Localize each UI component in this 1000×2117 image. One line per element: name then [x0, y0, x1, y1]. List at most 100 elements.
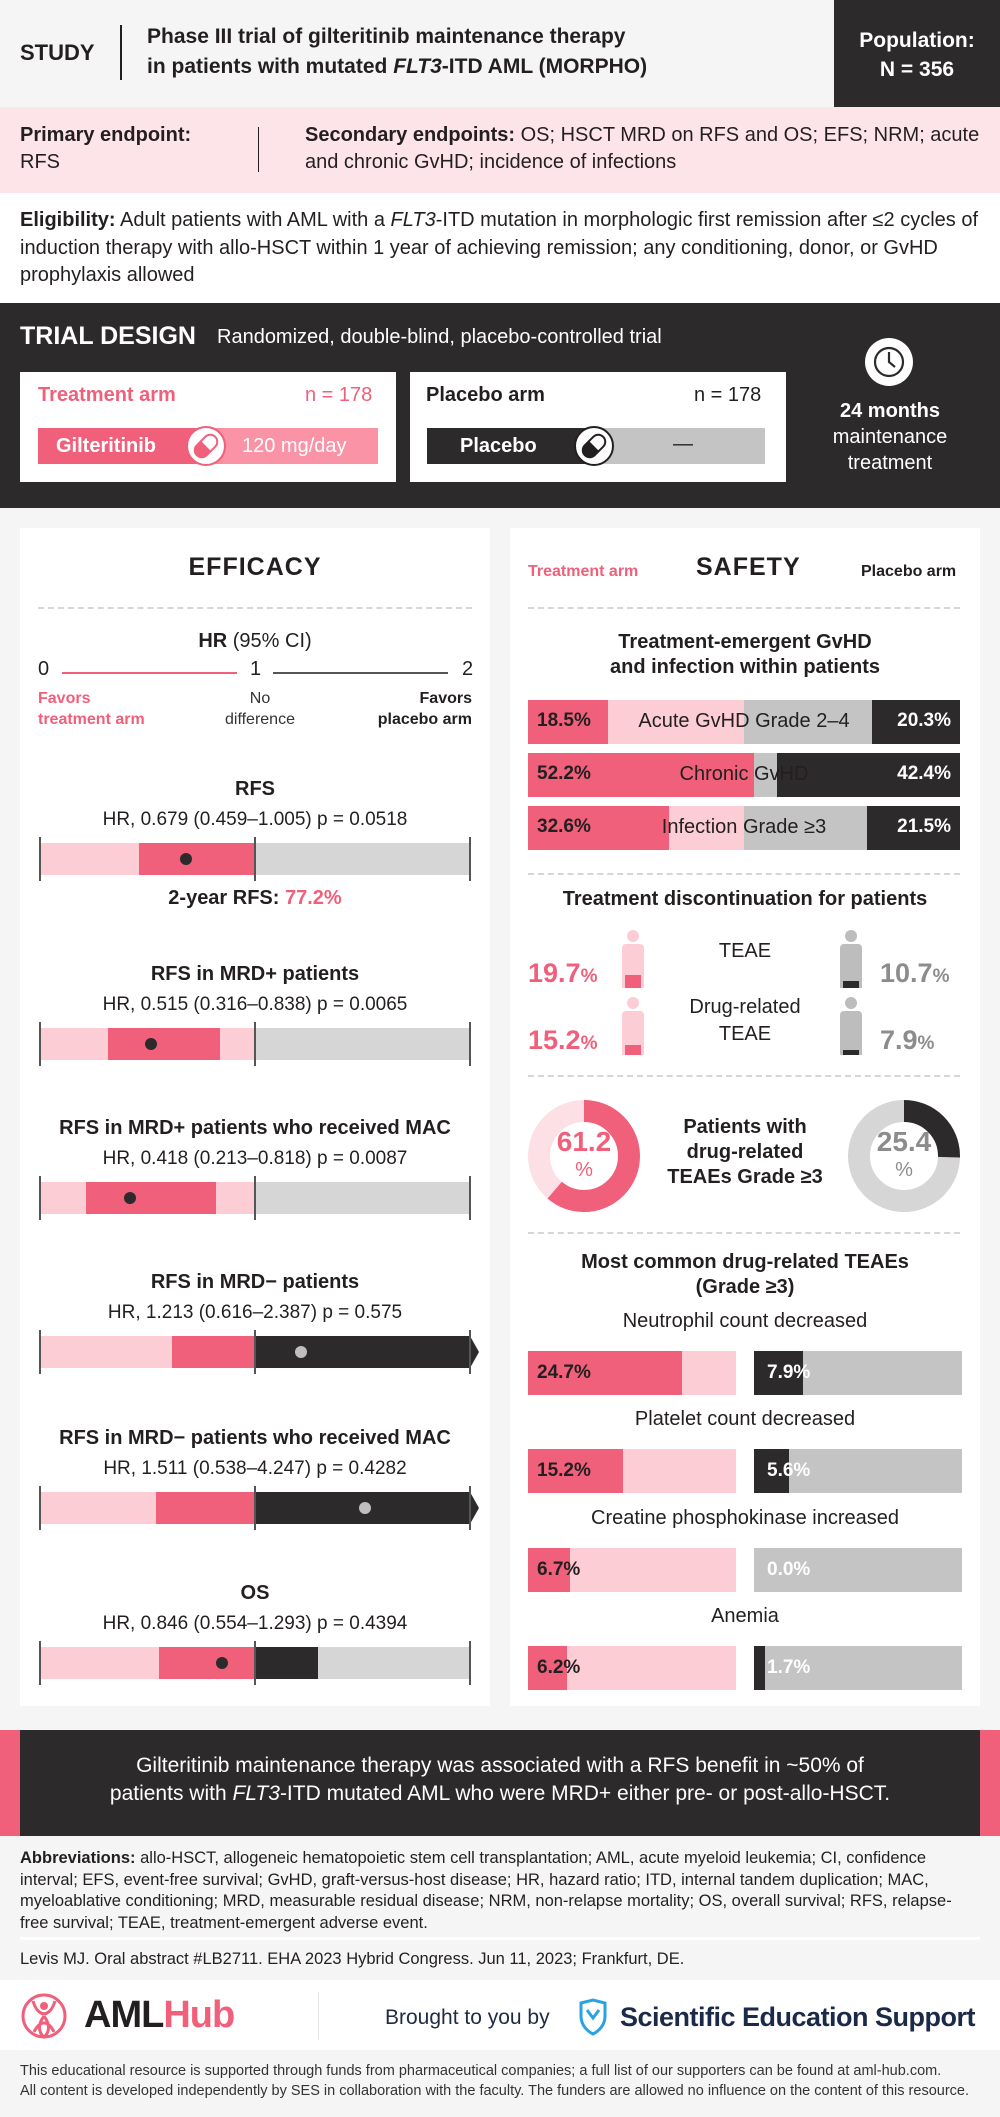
clock-icon	[865, 338, 913, 386]
treatment-arm-label: Treatment arm	[38, 384, 176, 406]
hr-point	[294, 1346, 307, 1358]
forest-row-stats: HR, 0.679 (0.459–1.005) p = 0.0518	[102, 809, 408, 830]
bar-treatment	[528, 1351, 683, 1395]
secondary-endpoints-label: Secondary endpoints:	[305, 124, 516, 146]
person-body	[622, 1011, 644, 1055]
endpoints-divider	[258, 127, 259, 172]
value-treatment: 18.5%	[537, 710, 591, 731]
duration-text: maintenance	[832, 426, 948, 448]
secondary-endpoints: Secondary endpoints: OS; HSCT MRD on RFS…	[305, 122, 985, 176]
value-treatment: 24.7%	[537, 1362, 591, 1383]
axis-tick	[469, 1176, 471, 1220]
no-difference-line: difference	[225, 711, 295, 728]
reference: Levis MJ. Oral abstract #LB2711. EHA 202…	[20, 1950, 685, 1968]
axis-tick	[39, 1022, 41, 1066]
funding-disclaimer: This educational resource is supported t…	[20, 2061, 969, 2101]
ses-logo: Scientific Education Support	[620, 2002, 976, 2032]
axis-tick-2: 2	[462, 658, 474, 680]
ci-bar-placebo-side	[255, 1647, 318, 1679]
person-fill	[843, 1049, 859, 1055]
funding-line: All content is developed independently b…	[20, 2083, 969, 2099]
pill-icon	[186, 426, 226, 466]
donut-title-line: Patients with	[683, 1116, 807, 1138]
donut-unit: %	[575, 1159, 593, 1181]
value-treatment: 32.6%	[537, 816, 591, 837]
axis-tick	[469, 837, 471, 881]
hr-point	[179, 853, 192, 865]
person-fill	[843, 980, 859, 988]
bar-treatment	[528, 700, 608, 744]
favors-treatment-line: Favors	[38, 690, 91, 707]
bar-placebo	[754, 1646, 765, 1690]
value-placebo: 0.0%	[767, 1559, 811, 1580]
primary-endpoint-label: Primary endpoint:	[20, 124, 192, 146]
value-number: 10.7	[880, 958, 933, 988]
divider	[318, 1992, 319, 2040]
axis-tick	[254, 1176, 256, 1220]
bar-treatment	[528, 1548, 570, 1592]
logo-aml: AML	[84, 1994, 164, 2036]
person-icon	[622, 997, 644, 1055]
ci-bar-treatment-side	[155, 1492, 255, 1524]
axis-tick	[469, 1330, 471, 1374]
endpoints-band	[0, 107, 1000, 193]
population-label: Population:	[859, 29, 975, 52]
person-icon	[840, 930, 862, 988]
axis-tick	[254, 1486, 256, 1530]
disc-label-line: TEAE	[718, 1023, 772, 1045]
value-placebo: 21.5%	[897, 816, 951, 837]
divider	[38, 607, 472, 609]
logo-bar	[0, 1980, 1000, 2050]
donut-unit: %	[895, 1159, 913, 1181]
donut-placebo	[848, 1100, 960, 1212]
forest-row-stats: HR, 0.515 (0.316–0.838) p = 0.0065	[102, 994, 408, 1015]
teae-label: Neutrophil count decreased	[622, 1310, 868, 1332]
divider	[528, 1232, 960, 1234]
axis-tick	[254, 1330, 256, 1374]
study-title: Phase III trial of gilteritinib maintena…	[147, 22, 647, 82]
safety-placebo-label: Placebo arm	[861, 563, 957, 580]
donut-treatment	[528, 1100, 640, 1212]
divider	[528, 873, 960, 875]
forest-row-stats: HR, 0.846 (0.554–1.293) p = 0.4394	[102, 1613, 408, 1634]
value-number: 19.7	[528, 958, 581, 988]
bar-label: Acute GvHD Grade 2–4	[638, 710, 850, 732]
ci-overflow-arrow	[470, 1336, 479, 1368]
bar-bg-placebo	[255, 843, 470, 875]
bar-placebo	[867, 806, 960, 850]
forest-row-label: RFS in MRD+ patients who received MAC	[59, 1117, 451, 1139]
placebo-dose: —	[673, 433, 693, 455]
bar-bg-placebo	[255, 1182, 470, 1214]
value-unit: %	[580, 1033, 598, 1054]
ci-bar-treatment-side	[172, 1336, 255, 1368]
person-head	[627, 930, 639, 942]
person-icon	[840, 997, 862, 1055]
efficacy-title: EFFICACY	[188, 553, 322, 581]
placebo-drug: Placebo	[460, 435, 537, 457]
no-difference-line: No	[249, 690, 271, 707]
discontinuation-title: Treatment discontinuation for patients	[562, 888, 928, 910]
axis-line-placebo	[273, 672, 448, 674]
bar-placebo	[754, 1449, 789, 1493]
duration-value: 24 months	[839, 400, 941, 422]
placebo-arm-n: n = 178	[694, 384, 762, 406]
eligibility-text: Adult patients with AML with a	[115, 209, 391, 231]
population-box: Population: N = 356	[834, 0, 1000, 107]
study-label: STUDY	[20, 40, 95, 65]
donut-slice	[528, 1100, 640, 1212]
abbreviations: Abbreviations: allo-HSCT, allogeneic hem…	[20, 1848, 980, 1935]
value-number: 7.9	[880, 1025, 918, 1055]
axis-tick-1: 1	[250, 658, 262, 680]
person-fill	[625, 1044, 641, 1055]
ci-bar-treatment-side	[107, 1028, 221, 1060]
header-divider	[120, 25, 122, 80]
bar-bg-placebo	[255, 1028, 470, 1060]
person-icon	[622, 930, 644, 988]
safety-treatment-label: Treatment arm	[528, 563, 639, 580]
axis-title-bold: HR	[198, 630, 228, 652]
conclusion-text: patients with	[109, 1782, 233, 1805]
axis-tick	[39, 1330, 41, 1374]
teae-label: Platelet count decreased	[634, 1408, 856, 1430]
favors-treatment: Favors treatment arm	[38, 688, 145, 730]
value-treatment: 15.2%	[537, 1460, 591, 1481]
